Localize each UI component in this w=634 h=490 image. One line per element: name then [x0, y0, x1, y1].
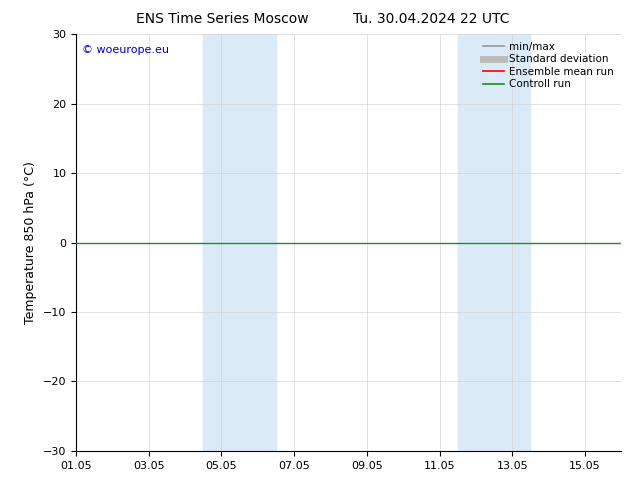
- Text: ENS Time Series Moscow: ENS Time Series Moscow: [136, 12, 308, 26]
- Y-axis label: Temperature 850 hPa (°C): Temperature 850 hPa (°C): [24, 161, 37, 324]
- Text: © woeurope.eu: © woeurope.eu: [82, 45, 169, 55]
- Legend: min/max, Standard deviation, Ensemble mean run, Controll run: min/max, Standard deviation, Ensemble me…: [479, 37, 618, 94]
- Bar: [458, 34, 531, 451]
- Text: Tu. 30.04.2024 22 UTC: Tu. 30.04.2024 22 UTC: [353, 12, 509, 26]
- Bar: [204, 34, 276, 451]
